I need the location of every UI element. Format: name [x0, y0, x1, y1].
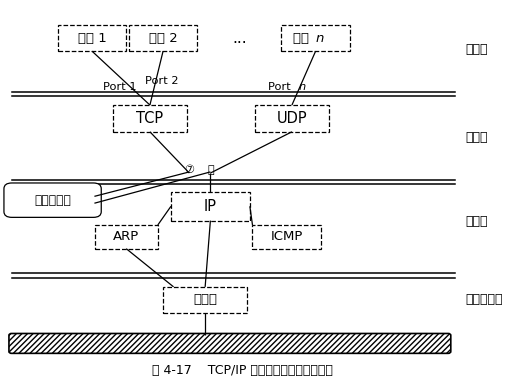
Text: IP: IP [204, 199, 217, 214]
Text: n: n [316, 32, 324, 45]
Text: 进程: 进程 [293, 32, 313, 45]
Text: ...: ... [232, 31, 247, 46]
FancyBboxPatch shape [4, 183, 101, 217]
Text: Port 2: Port 2 [145, 76, 179, 86]
FancyBboxPatch shape [171, 192, 250, 220]
Text: Port: Port [268, 83, 295, 92]
Text: n: n [298, 83, 306, 92]
Text: ICMP: ICMP [270, 230, 303, 243]
Text: 以太网: 以太网 [193, 293, 217, 306]
Text: 上层协议号: 上层协议号 [34, 194, 71, 207]
FancyBboxPatch shape [252, 225, 321, 249]
Text: ARP: ARP [113, 230, 139, 243]
Text: 网络访问层: 网络访问层 [466, 293, 503, 306]
Text: TCP: TCP [136, 111, 164, 126]
FancyBboxPatch shape [163, 287, 247, 313]
Text: 进程 1: 进程 1 [78, 32, 106, 45]
FancyBboxPatch shape [129, 25, 197, 51]
FancyBboxPatch shape [9, 333, 451, 353]
Text: 图 4-17    TCP/IP 基本服务访问点层次结构: 图 4-17 TCP/IP 基本服务访问点层次结构 [151, 364, 332, 377]
Text: 进程 2: 进程 2 [149, 32, 177, 45]
FancyBboxPatch shape [95, 225, 158, 249]
Text: UDP: UDP [277, 111, 307, 126]
FancyBboxPatch shape [255, 105, 329, 132]
Text: Port 1: Port 1 [103, 83, 137, 92]
FancyBboxPatch shape [281, 25, 350, 51]
Text: 网络层: 网络层 [466, 215, 488, 228]
Text: ⑦: ⑦ [184, 165, 195, 175]
FancyBboxPatch shape [113, 105, 187, 132]
FancyBboxPatch shape [58, 25, 126, 51]
Text: 传输层: 传输层 [466, 131, 488, 144]
Text: 应用层: 应用层 [466, 43, 488, 56]
Text: ⑮: ⑮ [207, 165, 214, 175]
